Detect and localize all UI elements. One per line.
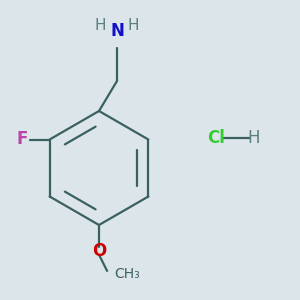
Text: F: F <box>17 130 28 148</box>
Text: N: N <box>110 22 124 40</box>
Text: CH₃: CH₃ <box>114 268 140 281</box>
Text: H: H <box>95 18 106 33</box>
Text: H: H <box>247 129 260 147</box>
Text: H: H <box>128 18 139 33</box>
Text: O: O <box>92 242 106 260</box>
Text: Cl: Cl <box>207 129 225 147</box>
